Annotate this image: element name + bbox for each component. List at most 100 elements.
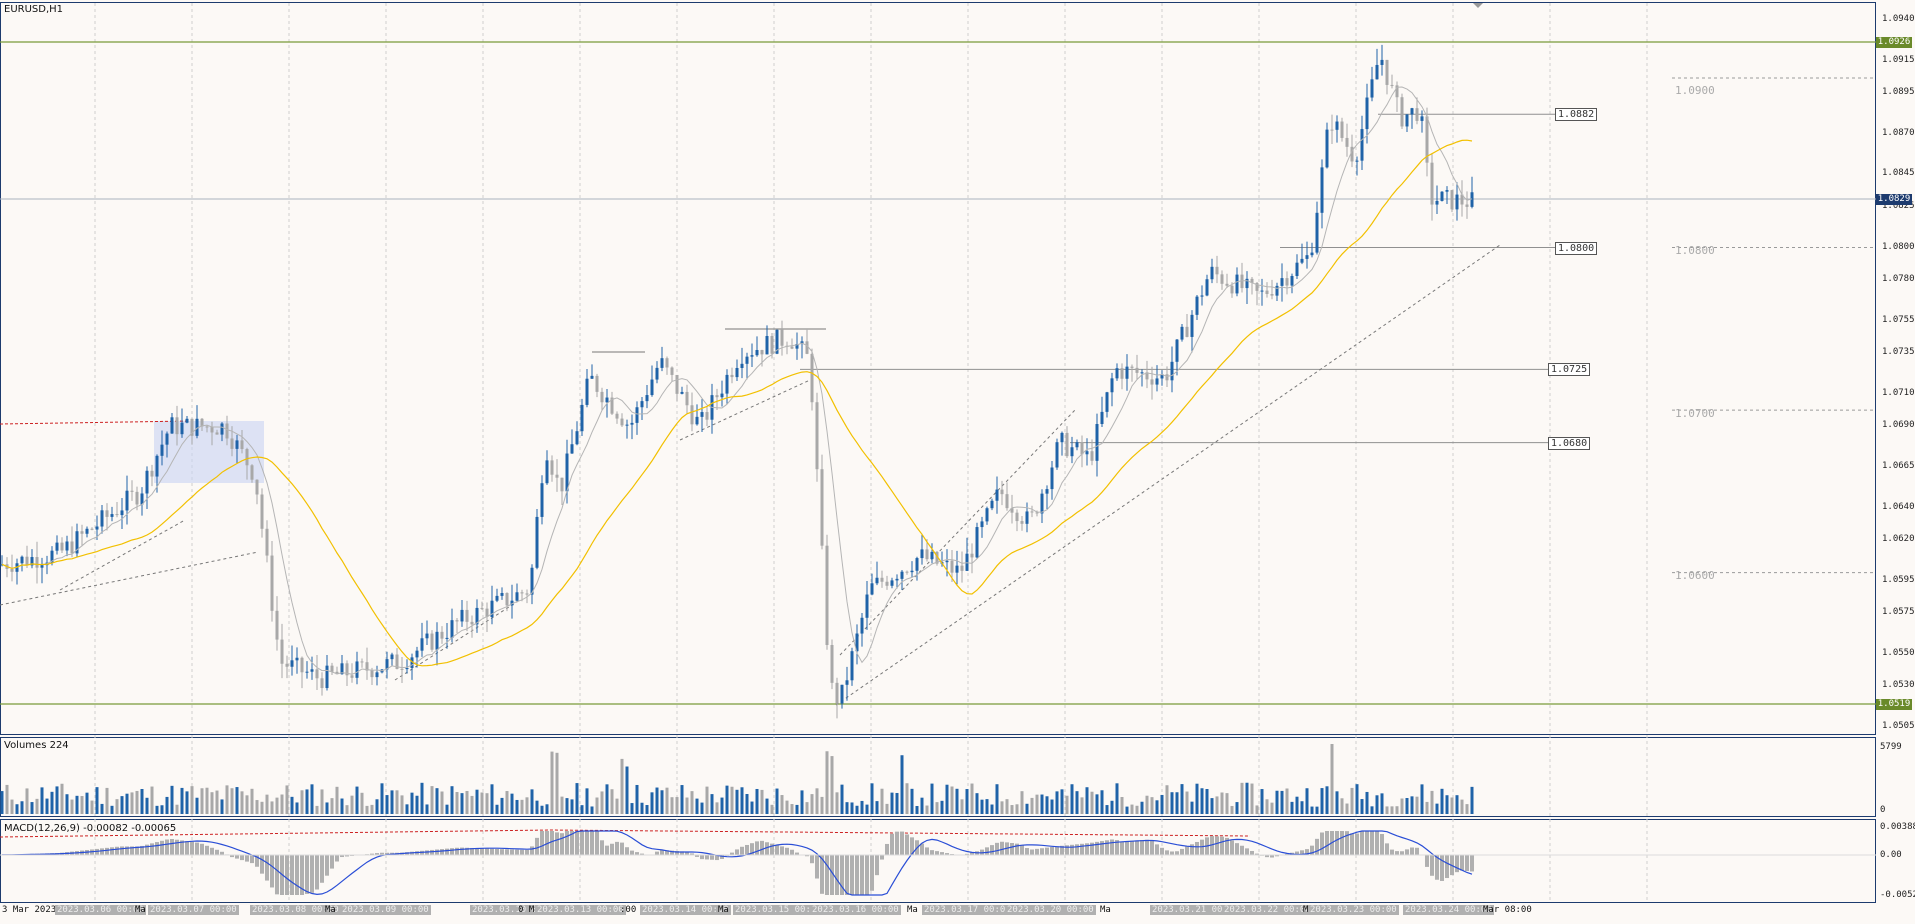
- level-price-box[interactable]: 1.0680: [1548, 436, 1591, 450]
- candle: [1300, 258, 1304, 263]
- volume-bar: [440, 791, 444, 814]
- candle: [715, 395, 719, 398]
- macd-histogram-bar: [740, 846, 744, 855]
- macd-histogram-bar: [515, 849, 519, 855]
- candle: [1035, 512, 1039, 514]
- macd-histogram-bar: [115, 846, 119, 855]
- macd-histogram-bar: [1195, 841, 1199, 855]
- volume-bar: [1220, 792, 1224, 814]
- candle: [330, 665, 334, 672]
- volume-bar: [715, 802, 719, 814]
- candle: [1180, 326, 1184, 340]
- volume-bar: [710, 794, 714, 814]
- candle: [945, 560, 949, 563]
- volume-bar: [1065, 795, 1069, 814]
- candle: [1200, 295, 1204, 297]
- level-price-box[interactable]: 1.0882: [1555, 108, 1598, 122]
- macd-histogram-bar: [1240, 845, 1244, 855]
- candle: [230, 438, 234, 449]
- volume-bar: [500, 797, 504, 814]
- macd-histogram-bar: [1445, 855, 1449, 879]
- volume-bar: [1285, 788, 1289, 814]
- macd-histogram-bar: [575, 831, 579, 855]
- candle: [260, 494, 264, 529]
- volume-bar: [1425, 801, 1429, 814]
- volume-bar: [1250, 783, 1254, 814]
- candle: [595, 375, 599, 392]
- volume-bar: [1305, 788, 1309, 814]
- macd-histogram-bar: [1020, 845, 1024, 855]
- candle: [1455, 194, 1459, 210]
- volume-bar: [640, 802, 644, 814]
- candle: [1010, 508, 1014, 513]
- candle: [1075, 442, 1079, 448]
- price-axis-label: 1.0595: [1882, 574, 1915, 585]
- candle: [345, 663, 349, 676]
- volume-bar: [405, 804, 409, 814]
- macd-histogram-bar: [1190, 844, 1194, 855]
- candle: [805, 341, 809, 354]
- volume-bar: [530, 789, 534, 814]
- volume-bar: [955, 788, 959, 814]
- volume-bar: [420, 782, 424, 814]
- volume-bar: [595, 797, 599, 814]
- volume-bar: [425, 804, 429, 814]
- volume-bar: [235, 787, 239, 814]
- candle: [995, 489, 999, 501]
- volume-bar: [165, 796, 169, 814]
- volume-bar: [1330, 744, 1334, 814]
- volume-bar: [1335, 791, 1339, 814]
- level-price-box[interactable]: 1.0800: [1555, 241, 1598, 255]
- candle: [1410, 108, 1414, 115]
- macd-histogram-bar: [440, 849, 444, 855]
- candle: [930, 551, 934, 560]
- macd-histogram-bar: [200, 843, 204, 855]
- volume-bar: [800, 790, 804, 814]
- macd-histogram-bar: [1380, 834, 1384, 855]
- price-axis-label: 1.0620: [1882, 534, 1915, 545]
- volume-bar: [1325, 786, 1329, 814]
- macd-histogram-bar: [1465, 855, 1469, 872]
- macd-histogram-bar: [1220, 836, 1224, 855]
- candle: [480, 607, 484, 609]
- volume-bar: [1050, 799, 1054, 814]
- time-axis-label: 2023.03.15 00:00: [733, 905, 824, 915]
- volume-bar: [1115, 783, 1119, 814]
- candle: [985, 508, 989, 522]
- macd-histogram-bar: [380, 852, 384, 855]
- volume-bar: [125, 793, 129, 814]
- volume-bar: [1160, 794, 1164, 814]
- volume-bar: [375, 799, 379, 814]
- volume-bar: [305, 789, 309, 814]
- candle: [1470, 192, 1474, 207]
- macd-histogram-bar: [1310, 845, 1314, 855]
- volume-bar: [1040, 794, 1044, 814]
- volume-label: Volumes 224: [4, 740, 69, 751]
- macd-histogram-bar: [880, 855, 884, 860]
- volume-bar: [605, 784, 609, 814]
- volume-bar: [1090, 791, 1094, 814]
- macd-histogram-bar: [1110, 839, 1114, 855]
- candle: [1005, 494, 1009, 509]
- time-axis-label: 2023.03.10 00:00: [470, 905, 561, 915]
- level-price-box[interactable]: 1.0725: [1548, 363, 1591, 377]
- macd-histogram-bar: [985, 847, 989, 855]
- volume-bar: [1000, 801, 1004, 814]
- candle: [1255, 282, 1259, 291]
- macd-histogram-bar: [160, 840, 164, 855]
- macd-histogram-bar: [470, 847, 474, 855]
- macd-histogram-bar: [820, 855, 824, 894]
- candle: [410, 657, 414, 668]
- indicator-axis-label: -0.00528: [1880, 890, 1915, 900]
- macd-histogram-bar: [1460, 855, 1464, 871]
- volume-bar: [890, 792, 894, 814]
- volume-bar: [1175, 792, 1179, 814]
- candle: [585, 378, 589, 405]
- macd-histogram-bar: [1025, 848, 1029, 855]
- candle: [605, 397, 609, 403]
- candle: [1095, 424, 1099, 461]
- price-tag: 1.0829: [1876, 194, 1912, 205]
- time-axis-label: Ma: [135, 905, 146, 915]
- candle: [1415, 108, 1419, 121]
